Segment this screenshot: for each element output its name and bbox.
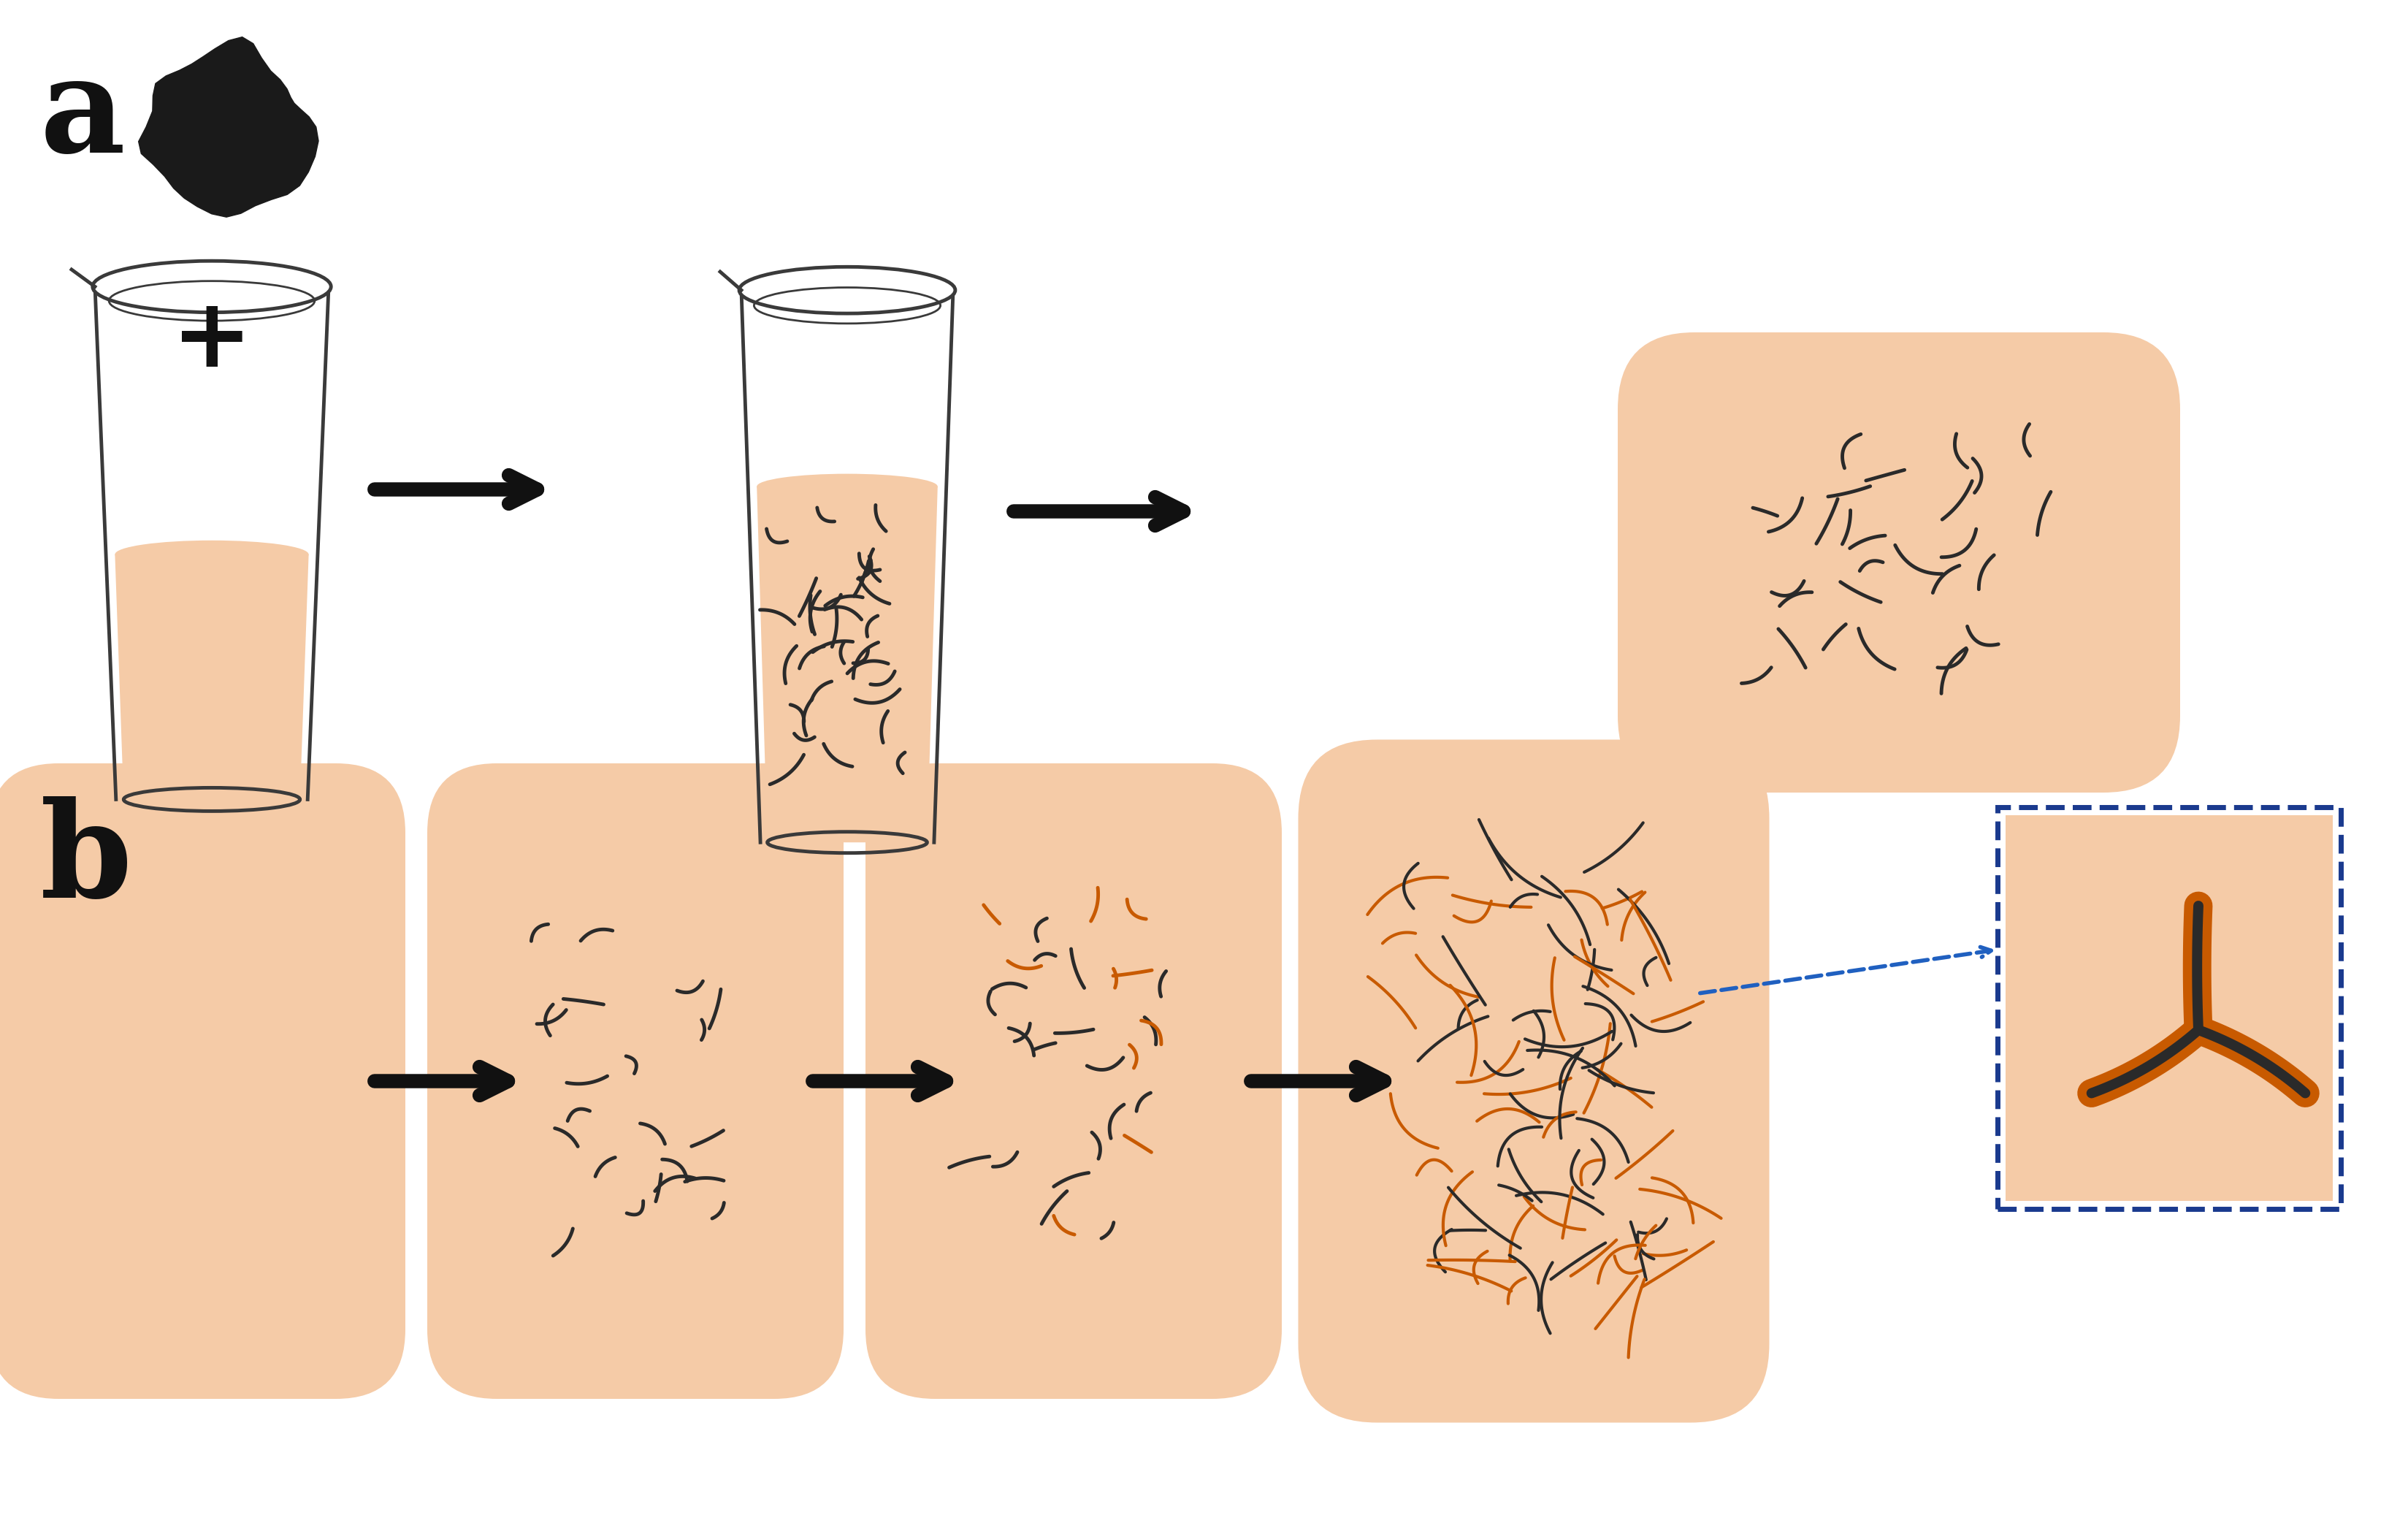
FancyBboxPatch shape	[1618, 333, 2179, 793]
FancyBboxPatch shape	[426, 764, 843, 1399]
Ellipse shape	[116, 540, 308, 569]
Text: a: a	[41, 51, 125, 179]
Text: +: +	[171, 293, 253, 387]
Ellipse shape	[739, 267, 956, 313]
Text: b: b	[41, 796, 132, 925]
FancyBboxPatch shape	[1298, 739, 1770, 1422]
Polygon shape	[140, 37, 318, 218]
Ellipse shape	[756, 474, 937, 499]
Polygon shape	[756, 486, 937, 842]
FancyBboxPatch shape	[864, 764, 1281, 1399]
Ellipse shape	[92, 261, 330, 313]
FancyBboxPatch shape	[2006, 815, 2333, 1201]
FancyBboxPatch shape	[0, 764, 405, 1399]
FancyBboxPatch shape	[1999, 807, 2341, 1209]
Polygon shape	[116, 554, 308, 799]
